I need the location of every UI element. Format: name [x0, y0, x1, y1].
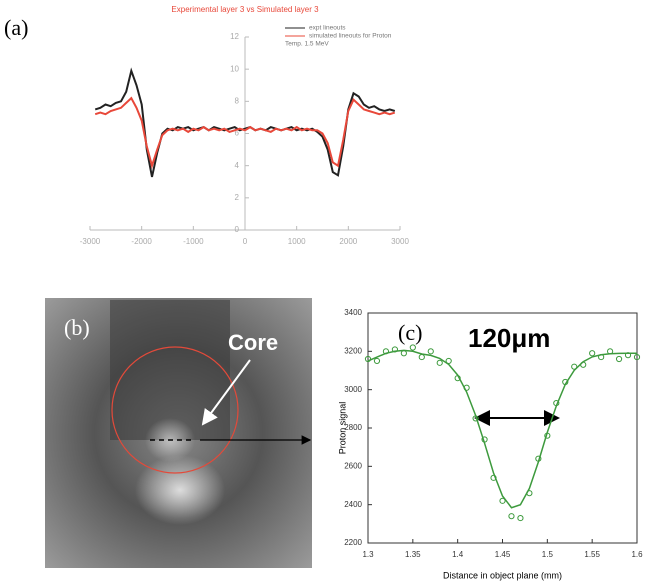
legend-label: simulated lineouts for Proton	[309, 33, 392, 40]
data-point	[373, 357, 381, 365]
series-line	[94, 96, 396, 170]
x-tick-label: 0	[243, 237, 248, 246]
data-point	[589, 350, 596, 357]
data-point	[427, 348, 434, 355]
data-point	[400, 350, 407, 357]
photo-bright	[135, 455, 225, 525]
x-tick-label: 3000	[391, 237, 409, 246]
width-label: 120μm	[468, 323, 550, 353]
panel-b: (b) Core	[45, 298, 312, 568]
data-point	[633, 353, 641, 361]
x-tick-label: 1.5	[542, 550, 554, 559]
x-tick-label: 2000	[339, 237, 357, 246]
data-point	[418, 353, 425, 361]
core-circle	[111, 346, 239, 474]
x-tick-label: 1.55	[584, 550, 600, 559]
x-tick-label: 1.35	[405, 550, 421, 559]
y-tick-label: 2	[235, 193, 240, 202]
data-point	[409, 344, 416, 351]
x-tick-label: -2000	[131, 237, 152, 246]
x-tick-label: 1.3	[362, 550, 374, 559]
x-tick-label: 1000	[288, 237, 306, 246]
y-tick-label: 3200	[344, 346, 362, 355]
y-tick-label: 2600	[344, 461, 362, 470]
y-tick-label: 3000	[344, 385, 362, 394]
x-tick-label: 1.4	[452, 550, 464, 559]
panel-label: (c)	[398, 320, 422, 345]
x-tick-label: -1000	[183, 237, 204, 246]
data-point	[499, 497, 506, 504]
panel-label: (a)	[4, 15, 28, 40]
panel-label: (b)	[64, 315, 90, 340]
y-tick-label: 3400	[344, 308, 362, 317]
y-tick-label: 2400	[344, 500, 362, 509]
x-tick-label: -3000	[80, 237, 101, 246]
core-arrow	[201, 359, 251, 426]
y-axis-label: Proton signal	[337, 402, 347, 455]
y-tick-label: 4	[235, 161, 240, 170]
x-axis-label: Distance in object plane (mm)	[443, 570, 562, 580]
data-point	[615, 355, 623, 363]
data-point	[508, 513, 515, 520]
series-line	[367, 349, 637, 509]
x-tick-label: 1.6	[631, 550, 643, 559]
y-tick-label: 8	[235, 96, 240, 105]
y-tick-label: 2800	[344, 423, 362, 432]
y-tick-label: 6	[235, 129, 240, 138]
y-tick-label: 2200	[344, 538, 362, 547]
chart-title: Experimental layer 3 vs Simulated layer …	[171, 5, 319, 14]
y-tick-label: 0	[235, 225, 240, 234]
x-tick-label: 1.45	[495, 550, 511, 559]
core-label: Core	[228, 330, 278, 355]
legend-label: expt lineouts	[309, 25, 346, 32]
y-tick-label: 12	[230, 32, 239, 41]
data-point	[517, 514, 524, 522]
y-tick-label: 10	[230, 64, 239, 73]
data-point	[436, 359, 443, 366]
legend-note: Temp. 1.5 MeV	[285, 41, 329, 48]
